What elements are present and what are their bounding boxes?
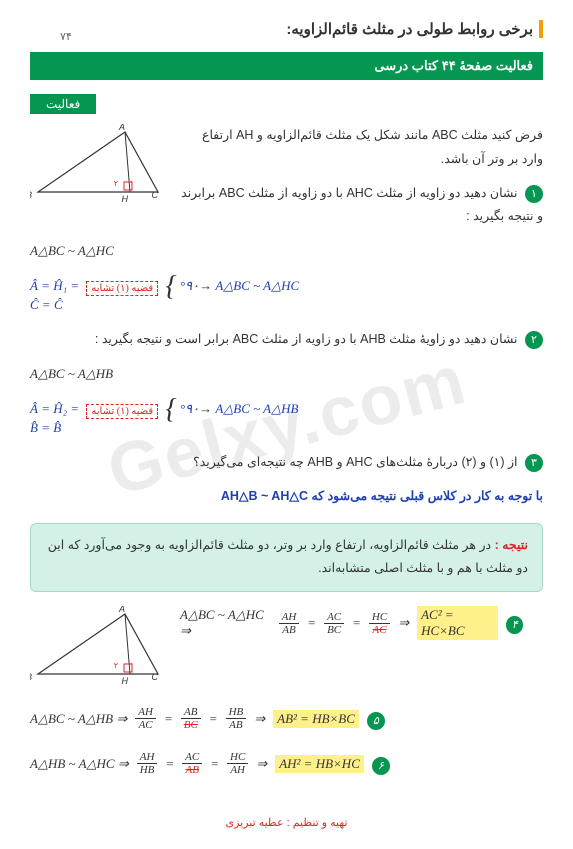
conclusion-lead: نتیجه :	[495, 538, 528, 552]
ghazieh-badge-2: قضیه (۱) تشابه	[86, 404, 158, 419]
svg-text:A: A	[118, 606, 125, 614]
svg-text:A: A	[118, 124, 125, 132]
qnum-3: ۳	[525, 454, 543, 472]
main-title: برخی روابط طولی در مثلث قائم‌الزاویه:	[30, 20, 543, 38]
activity-tag: فعالیت	[30, 94, 96, 114]
svg-text:۲: ۲	[114, 661, 118, 670]
qnum-1: ۱	[525, 185, 543, 203]
eq4-result: AC² = HC×BC	[417, 606, 498, 640]
q3-conclusion: با توجه به کار در کلاس قبلی نتیجه می‌شود…	[30, 485, 543, 509]
conclusion-box: نتیجه : در هر مثلث قائم‌الزاویه، ارتفاع …	[30, 523, 543, 593]
triangle-diagram-bottom: A B C H ۲ ۱	[30, 606, 170, 686]
eq-row-4: A△BC ~ A△HC ⇒ AHAB= ACBC= HCAC⇒ AC² = HC…	[180, 606, 543, 640]
qnum-5: ۵	[367, 712, 385, 730]
q3-text: ۳ از (۱) و (۲) دربارهٔ مثلث‌های AHC و AH…	[30, 451, 543, 475]
footer-credit: تهیه و تنظیم : عطیه تبریزی	[30, 816, 543, 829]
page-number: ۷۴	[60, 30, 72, 43]
qnum-6: ۶	[372, 757, 390, 775]
q2-text: ۲ نشان دهید دو زاویهٔ مثلث AHB با دو زاو…	[30, 328, 543, 352]
svg-text:B: B	[30, 672, 32, 682]
eq6-result: AH² = HB×HC	[275, 755, 364, 773]
qnum-2: ۲	[525, 331, 543, 349]
q2-math: A△BC ~ A△HB Â = Ĥ₂ = ٩٠° } قضیه (۱) تشاب…	[30, 362, 543, 439]
svg-text:C: C	[152, 672, 159, 682]
svg-text:C: C	[152, 190, 159, 200]
svg-text:H: H	[122, 676, 129, 686]
triangle-diagram-top: A B C H ۲ ۱	[30, 124, 170, 204]
ghazieh-badge: قضیه (۱) تشابه	[86, 281, 158, 296]
eq-row-5: A△BC ~ A△HB ⇒ AHAC= ABBC= HBAB⇒ AB² = HB…	[30, 706, 543, 731]
svg-text:۲: ۲	[114, 179, 118, 188]
activity-banner: فعالیت صفحهٔ ۴۴ کتاب درسی	[30, 52, 543, 80]
svg-text:B: B	[30, 190, 32, 200]
eq5-result: AB² = HB×BC	[273, 710, 359, 728]
q1-math: A△BC ~ A△HC Â = Ĥ₁ = ٩٠° } قضیه (۱) تشاب…	[30, 239, 543, 316]
svg-text:H: H	[122, 194, 129, 204]
eq-row-6: A△HB ~ A△HC ⇒ AHHB= ACAB= HCAH⇒ AH² = HB…	[30, 751, 543, 776]
svg-text:۱: ۱	[130, 179, 134, 188]
svg-text:۱: ۱	[130, 661, 134, 670]
qnum-4: ۴	[506, 616, 523, 634]
